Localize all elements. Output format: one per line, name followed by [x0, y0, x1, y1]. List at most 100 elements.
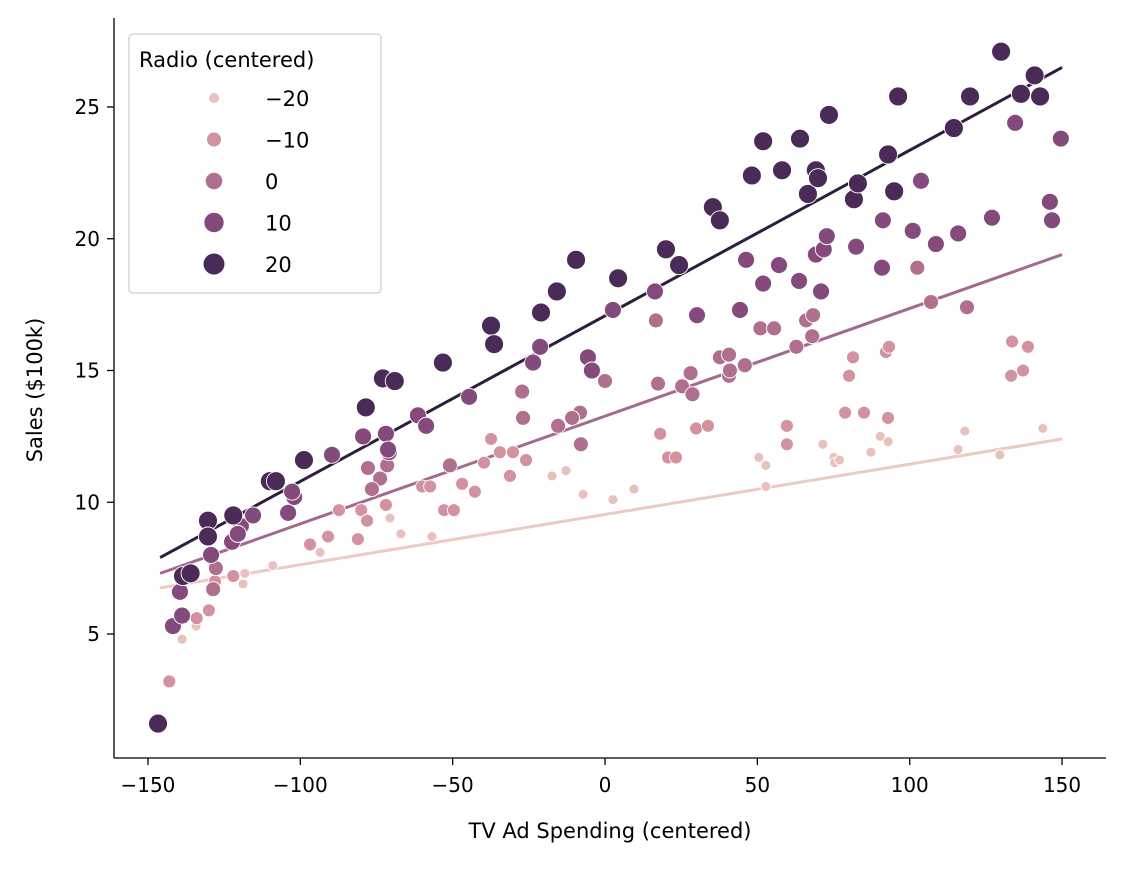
data-point [952, 444, 964, 455]
data-point [817, 438, 829, 450]
data-point [628, 483, 640, 495]
data-point [202, 546, 220, 564]
legend-marker [209, 93, 219, 103]
data-point [655, 239, 676, 260]
data-point [682, 365, 699, 382]
x-tick-label: 150 [1043, 773, 1081, 797]
data-point [1006, 113, 1025, 132]
data-point [314, 546, 326, 558]
legend-title: Radio (centered) [139, 48, 314, 72]
data-point [1024, 65, 1045, 86]
legend-frame [128, 33, 382, 294]
x-tick-label: −50 [432, 773, 474, 797]
data-point [646, 282, 664, 301]
data-point [847, 237, 866, 256]
data-point [455, 476, 470, 491]
data-point [550, 417, 567, 434]
legend-marker [207, 132, 221, 147]
data-point [148, 713, 168, 734]
data-point [669, 255, 689, 276]
data-point [994, 449, 1006, 461]
data-point [189, 611, 204, 626]
data-point [423, 479, 438, 494]
data-point [878, 144, 899, 165]
data-point [506, 445, 520, 460]
regression-line [159, 437, 1063, 590]
data-point [441, 457, 458, 474]
data-point [701, 418, 715, 433]
legend-label: −20 [265, 87, 309, 111]
data-point [873, 211, 892, 230]
data-point [546, 470, 558, 482]
data-point [1051, 129, 1070, 148]
data-point [237, 578, 249, 590]
data-point [959, 299, 975, 316]
data-point [363, 481, 380, 498]
data-point [608, 268, 629, 289]
data-point [983, 208, 1001, 227]
data-point [170, 582, 189, 601]
regression-line [159, 253, 1063, 575]
data-point [960, 86, 980, 107]
data-point [265, 471, 286, 492]
data-point [321, 529, 335, 544]
data-point [372, 470, 389, 487]
data-point [460, 387, 479, 406]
data-point [943, 118, 964, 139]
legend-items: −20 −10 0 10 20 [203, 87, 309, 277]
data-point [417, 416, 436, 435]
data-point [481, 315, 501, 336]
data-point [432, 352, 453, 373]
data-point [779, 418, 794, 433]
data-point [205, 581, 222, 598]
data-point [1005, 334, 1020, 349]
data-point [332, 503, 346, 518]
data-point [519, 453, 534, 468]
data-point [1037, 423, 1049, 434]
data-point [689, 421, 704, 436]
data-point [808, 168, 828, 189]
data-point [514, 383, 531, 400]
data-point [846, 350, 860, 365]
y-ticks: 5 10 15 20 25 [75, 95, 114, 646]
y-tick-label: 10 [75, 490, 100, 514]
y-axis-label: Sales ($100k) [23, 318, 47, 463]
data-point [688, 306, 706, 325]
legend-label: 0 [265, 170, 278, 194]
x-tick-label: 0 [599, 773, 612, 797]
data-point [426, 531, 438, 542]
data-point [359, 460, 376, 476]
legend-label: −10 [265, 129, 309, 153]
x-ticks: −150 −100 −50 0 50 100 150 [120, 758, 1081, 797]
data-point [467, 484, 482, 499]
data-point [1016, 363, 1030, 378]
x-tick-label: −150 [120, 773, 175, 797]
data-point [873, 258, 891, 277]
data-point [597, 373, 613, 389]
legend-label: 10 [265, 212, 292, 236]
data-point [741, 165, 762, 186]
data-point [279, 503, 298, 522]
y-tick-label: 25 [75, 95, 100, 119]
data-point [790, 271, 809, 290]
data-point [709, 210, 730, 231]
data-point [226, 569, 241, 583]
data-point [760, 459, 772, 471]
data-point [303, 537, 318, 552]
data-point [721, 362, 738, 379]
data-point [354, 427, 373, 446]
data-point [779, 437, 794, 452]
data-point [819, 104, 839, 125]
data-point [842, 368, 857, 383]
legend-marker [204, 212, 224, 233]
data-point [531, 337, 550, 356]
data-point [881, 410, 896, 425]
data-point [684, 386, 701, 403]
legend-marker [203, 253, 225, 275]
data-point [201, 603, 216, 618]
data-point [865, 446, 877, 458]
legend-label: 20 [265, 253, 292, 277]
data-point [991, 41, 1012, 62]
data-point [603, 300, 622, 319]
